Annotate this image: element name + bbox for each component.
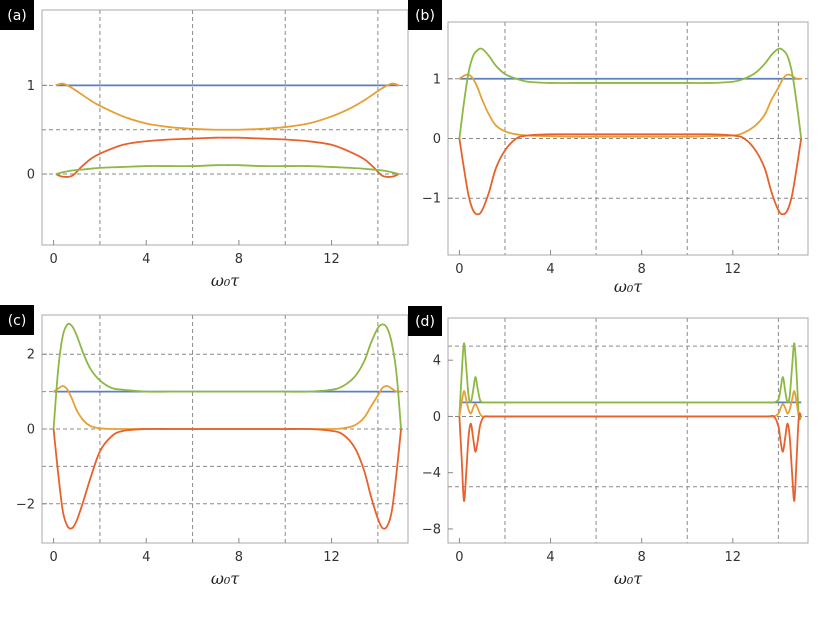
x-axis-label: ω₀τ <box>211 569 240 588</box>
x-tick-label: 0 <box>455 550 463 565</box>
x-axis-label: ω₀τ <box>614 277 643 296</box>
plot-frame <box>447 21 809 256</box>
y-tick-label: 0 <box>433 410 441 425</box>
panel-label-box <box>0 0 34 30</box>
x-tick-label: 12 <box>725 550 742 565</box>
series-line-red <box>458 412 803 502</box>
x-tick-label: 12 <box>725 262 742 277</box>
panel-label: (d) <box>415 314 435 330</box>
x-tick-label: 0 <box>455 262 463 277</box>
x-tick-label: 4 <box>546 262 554 277</box>
plot-frame <box>447 317 809 544</box>
panel-label: (c) <box>8 313 27 329</box>
x-tick-label: 4 <box>546 550 554 565</box>
series-line-orange <box>458 73 802 138</box>
y-tick-label: −4 <box>422 466 441 481</box>
x-tick-label: 4 <box>142 252 150 267</box>
panel-a: 0 4 8 12 0 1 ω₀τ (a) <box>0 0 409 290</box>
x-tick-label: 8 <box>235 550 243 565</box>
x-tick-label: 12 <box>323 252 340 267</box>
x-tick-label: 8 <box>638 550 646 565</box>
series-line-red <box>458 133 803 216</box>
series-line-red <box>52 427 402 530</box>
panel-label-box <box>0 305 34 335</box>
y-tick-label: −1 <box>422 192 441 207</box>
y-tick-label: 0 <box>27 168 35 183</box>
series-line-red <box>55 136 400 178</box>
y-tick-label: 1 <box>433 72 441 87</box>
panel-label-box <box>408 306 442 336</box>
series-line-green <box>55 164 399 175</box>
x-tick-label: 12 <box>323 550 340 565</box>
x-axis-label: ω₀τ <box>211 271 240 290</box>
panel-label: (a) <box>7 8 27 24</box>
x-tick-label: 8 <box>235 252 243 267</box>
series-line-green <box>458 47 803 139</box>
y-tick-label: 1 <box>27 79 35 94</box>
y-tick-label: 2 <box>27 348 35 363</box>
panel-label-box <box>408 0 442 30</box>
y-tick-label: −2 <box>16 497 35 512</box>
y-tick-label: 0 <box>433 132 441 147</box>
y-tick-label: 4 <box>433 354 441 369</box>
x-tick-label: 8 <box>638 262 646 277</box>
panel-b: 0 4 8 12 −1 0 1 ω₀τ (b) <box>408 0 809 296</box>
series-line-green <box>458 342 803 421</box>
series-line-orange <box>55 82 400 131</box>
y-tick-label: −8 <box>422 522 441 537</box>
panel-label: (b) <box>415 8 435 24</box>
series-line-green <box>52 322 402 430</box>
x-tick-label: 4 <box>142 550 150 565</box>
x-tick-label: 0 <box>49 550 57 565</box>
x-axis-label: ω₀τ <box>614 569 643 588</box>
panel-c: 0 4 8 12 −2 0 2 ω₀τ (c) <box>0 305 409 588</box>
plot-frame <box>41 9 409 246</box>
panel-d: 0 4 8 12 −8 −4 0 4 ω₀τ (d) <box>408 306 809 588</box>
series-line-orange <box>458 390 802 419</box>
y-tick-label: 0 <box>27 423 35 438</box>
x-tick-label: 0 <box>49 252 57 267</box>
